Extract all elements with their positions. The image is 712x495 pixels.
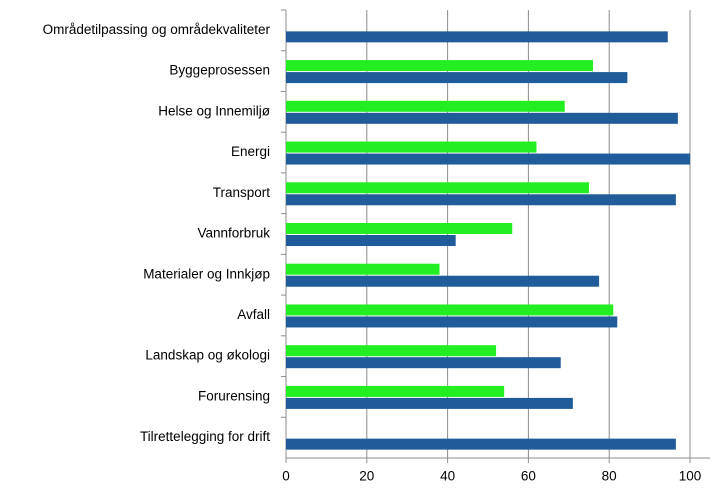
bar	[286, 112, 678, 124]
y-tick-label: Energi	[231, 144, 270, 159]
y-tick-label: Områdetilpassing og områdekvaliteter	[43, 22, 271, 37]
bar	[286, 345, 497, 357]
bar	[286, 194, 676, 206]
bar	[286, 263, 440, 275]
bar	[286, 438, 676, 450]
bar	[286, 223, 513, 234]
y-tick-label: Vannforbruk	[197, 226, 270, 241]
bar	[286, 153, 690, 165]
bar	[286, 31, 668, 43]
bar	[286, 72, 628, 84]
bar	[286, 100, 565, 112]
bar	[286, 275, 600, 287]
y-tick-label: Helse og Innemiljø	[158, 103, 270, 118]
x-tick-label: 20	[359, 469, 374, 484]
x-tick-label: 0	[282, 469, 290, 484]
bar	[286, 235, 456, 246]
bar	[286, 385, 505, 397]
bar	[286, 397, 573, 409]
bar	[286, 60, 594, 72]
x-tick-label: 100	[679, 469, 702, 484]
bar	[286, 316, 618, 328]
bar	[286, 304, 614, 316]
bar	[286, 357, 561, 369]
y-tick-label: Tilrettelegging for drift	[140, 429, 270, 444]
y-tick-label: Avfall	[237, 307, 270, 322]
x-tick-label: 60	[521, 469, 536, 484]
y-tick-label: Byggeprosessen	[169, 63, 270, 78]
y-tick-label: Landskap og økologi	[145, 348, 270, 363]
bar	[286, 141, 537, 153]
y-tick-label: Materialer og Innkjøp	[143, 266, 270, 281]
x-tick-label: 40	[440, 469, 455, 484]
x-tick-label: 80	[602, 469, 617, 484]
bar	[286, 182, 589, 194]
y-tick-label: Forurensing	[198, 388, 270, 403]
y-tick-label: Transport	[213, 185, 271, 200]
